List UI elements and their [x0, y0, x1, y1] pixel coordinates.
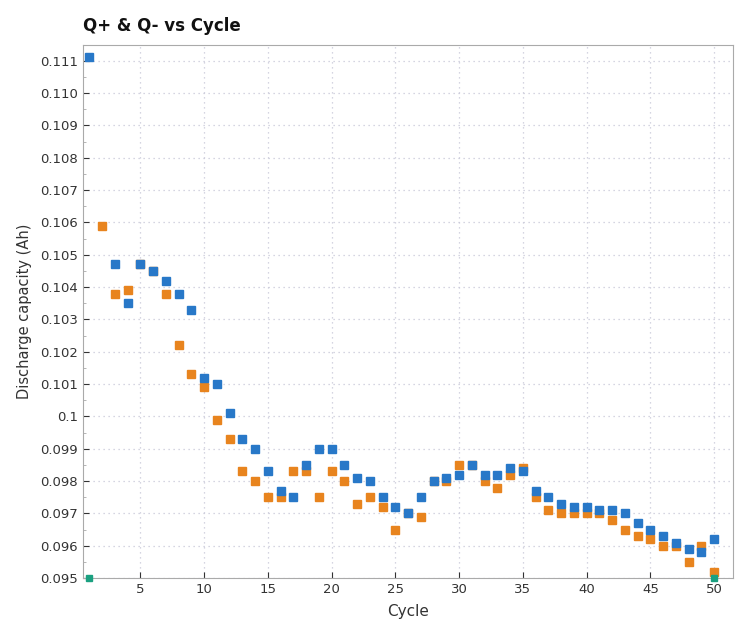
X-axis label: Cycle: Cycle [387, 604, 429, 619]
Y-axis label: Discharge capacity (Ah): Discharge capacity (Ah) [16, 224, 32, 399]
Text: Q+ & Q- vs Cycle: Q+ & Q- vs Cycle [82, 17, 241, 35]
